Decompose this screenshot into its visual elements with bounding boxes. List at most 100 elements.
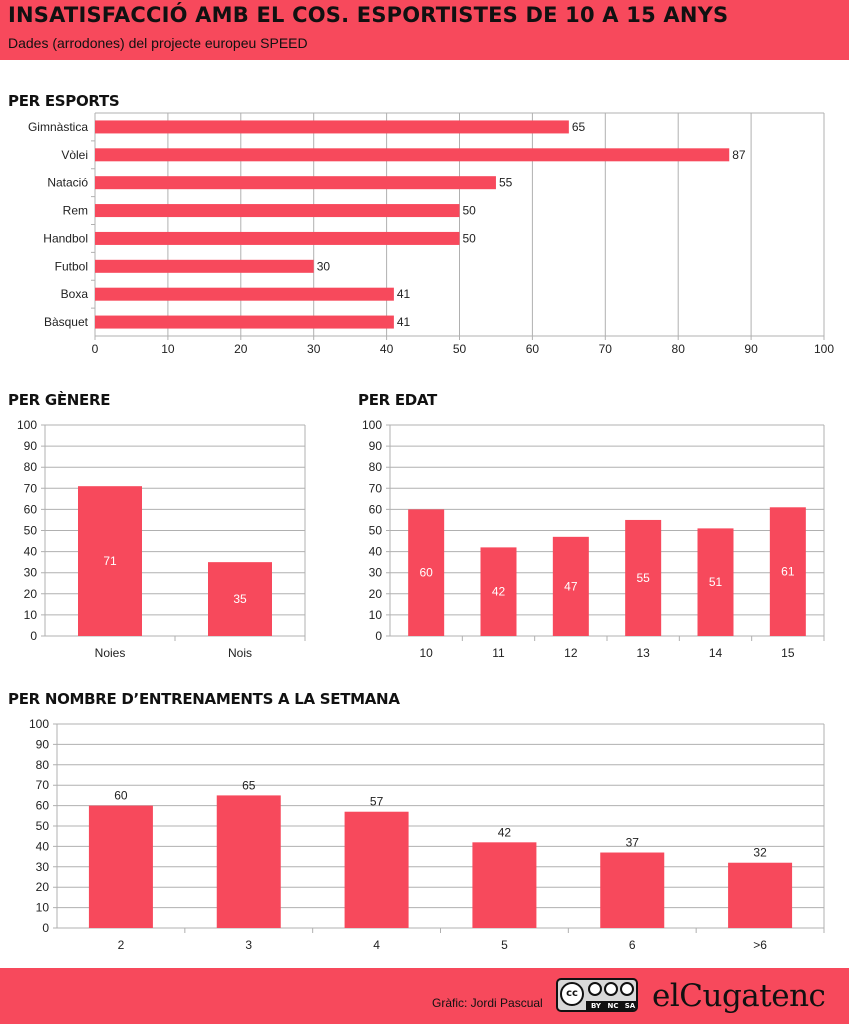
data-label: 61: [781, 565, 795, 579]
category-label: 11: [492, 646, 505, 660]
x-tick-label: 40: [380, 342, 394, 356]
data-label: 50: [463, 204, 477, 218]
category-label: Vòlei: [61, 148, 88, 162]
bar: [728, 862, 793, 928]
x-tick-label: 20: [234, 342, 248, 356]
y-tick-label: 30: [369, 566, 383, 580]
data-label: 41: [397, 287, 411, 301]
y-tick-label: 100: [17, 418, 37, 432]
sharealike-icon: [620, 982, 634, 996]
y-tick-label: 90: [36, 737, 50, 751]
data-label: 41: [397, 315, 411, 329]
license-badge-nc: NC: [607, 1002, 619, 1010]
attribution-icon: [588, 982, 602, 996]
y-tick-label: 40: [36, 839, 50, 853]
y-tick-label: 30: [36, 860, 50, 874]
category-label: 14: [709, 646, 723, 660]
x-tick-label: 100: [814, 342, 834, 356]
bar: [625, 519, 662, 636]
data-label: 30: [317, 259, 331, 273]
category-label: Gimnàstica: [28, 120, 88, 134]
data-label: 55: [636, 571, 650, 585]
bar: [480, 547, 517, 636]
gender-bar-chart: 0 10 20 30 40 50 60 70 80 90 100 Noies 71 Nois 35: [17, 418, 306, 660]
data-label: 65: [242, 778, 256, 792]
sports-chart-title: PER ESPORTS: [8, 92, 120, 110]
category-label: 5: [501, 938, 508, 952]
x-tick-label: 70: [599, 342, 613, 356]
y-tick-label: 20: [24, 587, 38, 601]
bar: [95, 259, 314, 273]
bar: [408, 509, 445, 636]
training-chart-title: PER NOMBRE D’ENTRENAMENTS A LA SETMANA: [8, 690, 400, 708]
bar: [208, 562, 272, 636]
footer-banner: Gràfic: Jordi Pascual: [0, 968, 849, 1024]
bar: [95, 287, 394, 301]
y-tick-label: 50: [369, 524, 383, 538]
cc-mark: cc: [560, 982, 584, 1006]
bar: [78, 486, 142, 636]
category-label: Natació: [47, 176, 88, 190]
data-label: 60: [114, 789, 128, 803]
data-label: 71: [103, 554, 117, 568]
y-tick-label: 100: [29, 717, 49, 731]
y-tick-label: 60: [36, 799, 50, 813]
bar: [95, 148, 730, 162]
bar: [95, 315, 394, 329]
data-label: 50: [463, 231, 477, 245]
bar: [697, 528, 734, 636]
y-tick-label: 80: [36, 758, 50, 772]
age-bar-chart: 0 10 20 30 40 50 60 70 80 90 100 10 60 11 42 12 47 13 55 14…: [362, 418, 825, 660]
category-label: 2: [118, 938, 125, 952]
data-label: 42: [498, 825, 512, 839]
bar: [600, 852, 665, 928]
y-tick-label: 0: [375, 629, 382, 643]
y-tick-label: 0: [42, 921, 49, 935]
noncommercial-icon: [604, 982, 618, 996]
y-tick-label: 50: [24, 524, 38, 538]
category-label: Handbol: [43, 231, 88, 245]
category-label: 13: [636, 646, 650, 660]
category-label: Bàsquet: [44, 315, 89, 329]
bar: [216, 795, 281, 928]
bar: [472, 842, 537, 928]
cc-by-nc-sa-icon[interactable]: cc BY NC SA: [556, 978, 638, 1012]
chart-credit: Gràfic: Jordi Pascual: [432, 996, 543, 1010]
y-tick-label: 100: [362, 418, 382, 432]
y-tick-label: 30: [24, 566, 38, 580]
x-tick-label: 80: [672, 342, 686, 356]
y-tick-label: 80: [369, 460, 383, 474]
bar: [95, 204, 460, 218]
category-label: 10: [419, 646, 433, 660]
category-label: Futbol: [55, 259, 88, 273]
category-label: Boxa: [61, 287, 89, 301]
bar: [769, 507, 806, 636]
publication-logo[interactable]: elCugatenc: [652, 978, 826, 1014]
data-label: 37: [626, 836, 640, 850]
bar: [95, 120, 569, 134]
x-tick-label: 0: [92, 342, 99, 356]
data-label: 87: [732, 148, 746, 162]
data-label: 60: [419, 566, 433, 580]
bar: [95, 176, 496, 190]
data-label: 57: [370, 795, 384, 809]
training-bar-chart: 0 10 20 30 40 50 60 70 80 90 100 2 60 3 65 4 57 5 42 6 37 >6 3…: [29, 717, 825, 952]
y-tick-label: 70: [36, 778, 50, 792]
y-tick-label: 40: [24, 545, 38, 559]
x-tick-label: 60: [526, 342, 540, 356]
x-tick-label: 10: [161, 342, 175, 356]
y-tick-label: 0: [30, 629, 37, 643]
license-badge-sa: SA: [624, 1002, 636, 1010]
data-label: 55: [499, 176, 513, 190]
gender-chart-title: PER GÈNERE: [8, 391, 111, 409]
license-badge-by: BY: [590, 1002, 602, 1010]
page-subtitle: Dades (arrodones) del projecte europeu S…: [8, 35, 308, 51]
y-tick-label: 70: [369, 481, 383, 495]
y-tick-label: 40: [369, 545, 383, 559]
y-tick-label: 70: [24, 481, 38, 495]
age-chart-title: PER EDAT: [358, 391, 437, 409]
y-tick-label: 90: [369, 439, 383, 453]
category-label: Noies: [95, 646, 126, 660]
category-label: 3: [245, 938, 252, 952]
sports-bar-chart: 0 10 20 30 40 50 60 70 80 90 100 Gimnàstica 65 Vòlei 8…: [28, 112, 834, 356]
